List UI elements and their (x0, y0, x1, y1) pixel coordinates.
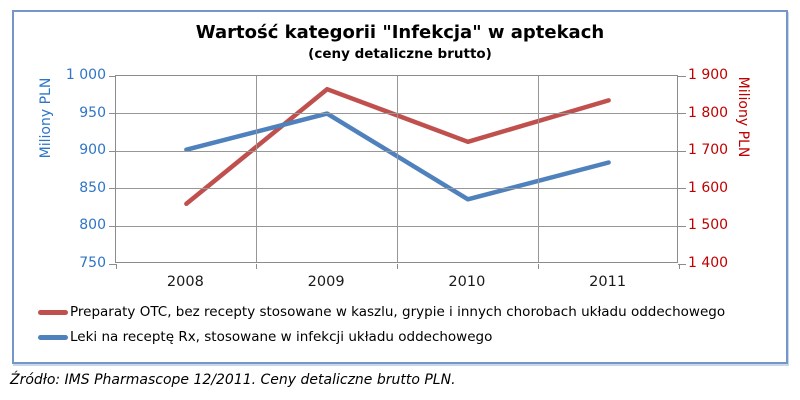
x-axis-tick (537, 264, 539, 269)
right-axis-tick (678, 225, 686, 227)
left-axis-tick (109, 225, 116, 227)
left-axis-tick-label: 950 (79, 104, 106, 121)
left-axis-tick-label: 1 000 (65, 67, 106, 83)
legend: Preparaty OTC, bez recepty stosowane w k… (38, 304, 725, 345)
right-axis-tick (678, 75, 686, 77)
gridline-horizontal (116, 188, 677, 190)
right-axis-tick-label: 1 400 (688, 255, 729, 271)
x-axis-tick (678, 264, 680, 269)
gridline-vertical (256, 76, 258, 262)
right-axis-tick-label: 1 500 (688, 217, 729, 234)
legend-item-rx: Leki na receptę Rx, stosowane w infekcji… (38, 329, 725, 345)
gridline-horizontal (116, 225, 677, 227)
source-note: Źródło: IMS Pharmascope 12/2011. Ceny de… (10, 372, 456, 388)
x-axis-label: 2008 (166, 274, 204, 290)
right-axis-tick-label: 1 900 (688, 67, 729, 83)
chart-frame: Wartość kategorii "Infekcja" w aptekach … (12, 10, 788, 364)
left-axis-tick-label: 850 (79, 179, 106, 196)
gridline-vertical (397, 76, 398, 262)
right-axis-tick-label: 1 700 (688, 142, 729, 159)
right-axis-tick (678, 113, 686, 115)
legend-swatch-otc (38, 309, 68, 315)
legend-label-otc: Preparaty OTC, bez recepty stosowane w k… (70, 304, 726, 320)
x-axis-label: 2011 (589, 274, 627, 290)
left-axis-tick (109, 150, 116, 152)
plot-area (109, 75, 686, 269)
x-axis-tick (256, 264, 258, 269)
x-axis-tick (397, 264, 398, 269)
x-axis-tick (115, 264, 117, 269)
left-axis-tick (109, 113, 116, 115)
right-axis-tick (678, 150, 686, 152)
chart-subtitle: (ceny detaliczne brutto) (308, 46, 492, 62)
gridline-horizontal (116, 150, 677, 152)
legend-item-otc: Preparaty OTC, bez recepty stosowane w k… (38, 304, 725, 320)
left-axis-tick-label: 900 (79, 142, 106, 159)
left-axis-tick-label: 800 (79, 217, 106, 234)
legend-label-rx: Leki na receptę Rx, stosowane w infekcji… (70, 329, 493, 345)
right-axis-tick (678, 188, 686, 190)
gridline-horizontal (116, 113, 677, 115)
legend-swatch-rx (38, 334, 68, 340)
left-axis-tick (109, 188, 116, 190)
x-axis-label: 2010 (448, 274, 486, 290)
right-axis-tick-label: 1 800 (688, 104, 729, 121)
left-axis-tick-label: 750 (79, 255, 106, 271)
gridline-vertical (537, 76, 539, 262)
x-axis-label: 2009 (307, 274, 345, 290)
right-axis-tick (678, 263, 686, 265)
right-axis-tick-label: 1 600 (688, 179, 729, 196)
left-axis-tick (109, 75, 116, 77)
chart-title: Wartość kategorii "Infekcja" w aptekach (195, 22, 605, 43)
left-axis-tick (109, 263, 116, 265)
